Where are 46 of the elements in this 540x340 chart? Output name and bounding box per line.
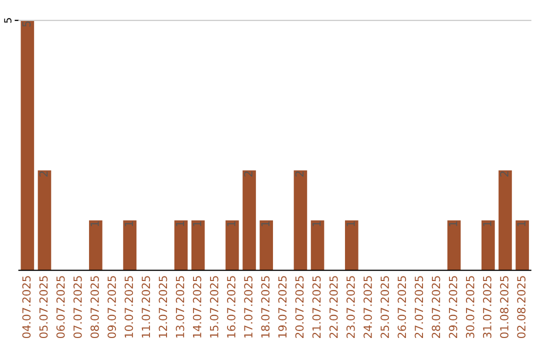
x-tick-label: 13.07.2025: [176, 276, 184, 338]
data-label: 2: [295, 171, 304, 177]
x-tick-label: 12.07.2025: [158, 276, 168, 338]
data-label: 1: [124, 221, 133, 226]
x-tick-label: 27.07.2025: [414, 276, 424, 338]
data-label: 1: [90, 221, 99, 226]
x-tick-label: 15.07.2025: [210, 276, 218, 338]
data-label: 1: [448, 221, 458, 226]
x-tick-label: 09.07.2025: [108, 276, 116, 338]
x-tick-label: 22.07.2025: [329, 276, 338, 338]
x-tick-label: 04.07.2025: [22, 276, 31, 338]
x-tick-label: 23.07.2025: [346, 276, 355, 338]
x-tick-label: 31.07.2025: [482, 276, 492, 338]
data-label: 1: [312, 221, 321, 226]
data-label: 1: [176, 221, 184, 226]
x-tick-label: 06.07.2025: [56, 276, 65, 338]
x-tick-label: 30.07.2025: [466, 276, 474, 338]
data-label: 1: [483, 221, 492, 226]
x-tick-label: 10.07.2025: [124, 276, 134, 338]
data-label: 5: [4, 18, 12, 23]
x-tick-label: 26.07.2025: [398, 276, 406, 338]
x-tick-label: 28.07.2025: [432, 276, 440, 338]
x-tick-label: 07.07.2025: [73, 276, 82, 338]
x-tick-label: 08.07.2025: [90, 276, 99, 338]
x-tick-label: 20.07.2025: [295, 276, 304, 338]
data-label: 1: [261, 221, 270, 226]
data-label: 1: [227, 221, 236, 226]
x-tick-label: 17.07.2025: [244, 276, 252, 338]
data-label: 1: [193, 221, 202, 226]
data-label: 1: [346, 221, 355, 226]
data-label: 1: [517, 221, 526, 226]
x-tick-label: 05.07.2025: [39, 276, 48, 338]
data-label: 2: [244, 171, 252, 177]
x-tick-label: 25.07.2025: [380, 276, 389, 338]
x-tick-label: 02.08.2025: [517, 276, 526, 338]
x-tick-label: 24.07.2025: [364, 276, 372, 338]
x-tick-label: 19.07.2025: [278, 276, 287, 338]
data-label: 2: [39, 171, 48, 177]
x-tick-label: 21.07.2025: [312, 276, 321, 338]
x-tick-label: 16.07.2025: [227, 276, 236, 338]
x-tick-label: 11.07.2025: [142, 276, 150, 338]
x-tick-label: 29.07.2025: [448, 276, 458, 338]
x-tick-label: 14.07.2025: [192, 276, 202, 338]
x-tick-label: 18.07.2025: [261, 276, 270, 338]
x-tick-label: 01.08.2025: [500, 276, 508, 338]
data-label: 2: [500, 171, 508, 177]
